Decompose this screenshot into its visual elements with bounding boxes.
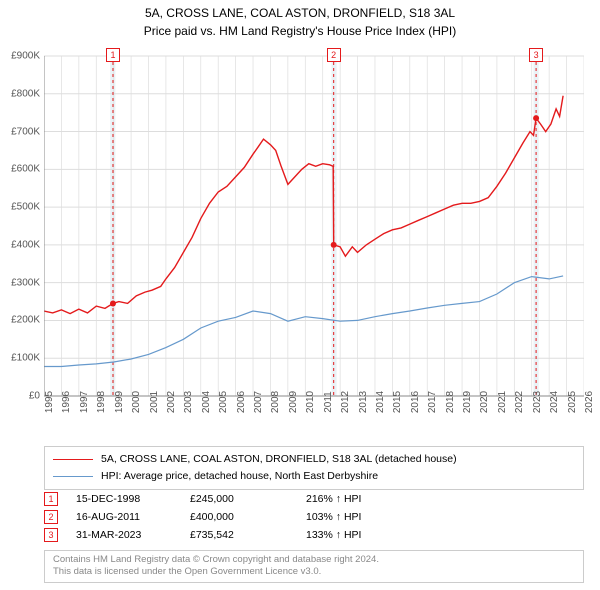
x-axis-label: 2009	[288, 391, 299, 413]
x-axis-label: 2023	[532, 391, 543, 413]
x-axis-label: 2005	[218, 391, 229, 413]
x-axis-label: 2017	[427, 391, 438, 413]
y-axis-label: £300K	[11, 277, 44, 288]
x-axis-label: 2008	[270, 391, 281, 413]
chart-title: 5A, CROSS LANE, COAL ASTON, DRONFIELD, S…	[0, 0, 600, 22]
x-axis-label: 2016	[410, 391, 421, 413]
x-axis-label: 2010	[305, 391, 316, 413]
y-axis-label: £0	[29, 391, 44, 402]
x-axis-label: 2026	[584, 391, 595, 413]
x-axis-label: 2025	[567, 391, 578, 413]
x-axis-label: 2014	[375, 391, 386, 413]
footer-line-2: This data is licensed under the Open Gov…	[53, 566, 575, 578]
chart-area: £0£100K£200K£300K£400K£500K£600K£700K£80…	[44, 46, 584, 426]
x-axis-label: 2024	[549, 391, 560, 413]
y-axis-label: £400K	[11, 239, 44, 250]
y-axis-label: £800K	[11, 88, 44, 99]
legend-swatch	[53, 459, 93, 460]
legend-box: 5A, CROSS LANE, COAL ASTON, DRONFIELD, S…	[44, 446, 584, 490]
legend-item: HPI: Average price, detached house, Nort…	[53, 468, 575, 485]
x-axis-label: 1996	[61, 391, 72, 413]
chart-subtitle: Price paid vs. HM Land Registry's House …	[0, 22, 600, 38]
annotation-marker: 2	[44, 510, 58, 524]
x-axis-label: 2018	[445, 391, 456, 413]
annotation-price: £400,000	[190, 511, 300, 523]
x-axis-label: 2004	[201, 391, 212, 413]
annotation-pct: 103% ↑ HPI	[306, 511, 426, 523]
y-axis-label: £600K	[11, 164, 44, 175]
annotation-marker: 3	[44, 528, 58, 542]
x-axis-label: 2021	[497, 391, 508, 413]
x-axis-label: 1999	[114, 391, 125, 413]
x-axis-label: 2003	[183, 391, 194, 413]
legend-label: HPI: Average price, detached house, Nort…	[101, 468, 378, 485]
chart-marker-3: 3	[529, 48, 543, 62]
x-axis-label: 2002	[166, 391, 177, 413]
x-axis-label: 2015	[392, 391, 403, 413]
footer-line-1: Contains HM Land Registry data © Crown c…	[53, 554, 575, 566]
line-chart	[44, 46, 584, 426]
y-axis-label: £700K	[11, 126, 44, 137]
annotation-price: £735,542	[190, 529, 300, 541]
x-axis-label: 1997	[79, 391, 90, 413]
chart-marker-2: 2	[327, 48, 341, 62]
annotation-row: 3 31-MAR-2023 £735,542 133% ↑ HPI	[44, 526, 584, 544]
x-axis-label: 1995	[44, 391, 55, 413]
annotation-marker: 1	[44, 492, 58, 506]
footer-attribution: Contains HM Land Registry data © Crown c…	[44, 550, 584, 583]
legend-item: 5A, CROSS LANE, COAL ASTON, DRONFIELD, S…	[53, 451, 575, 468]
x-axis-label: 2001	[149, 391, 160, 413]
x-axis-label: 2022	[514, 391, 525, 413]
chart-marker-1: 1	[106, 48, 120, 62]
annotation-date: 16-AUG-2011	[64, 511, 184, 523]
x-axis-label: 1998	[96, 391, 107, 413]
annotation-date: 31-MAR-2023	[64, 529, 184, 541]
legend-label: 5A, CROSS LANE, COAL ASTON, DRONFIELD, S…	[101, 451, 457, 468]
annotation-row: 2 16-AUG-2011 £400,000 103% ↑ HPI	[44, 508, 584, 526]
x-axis-label: 2019	[462, 391, 473, 413]
x-axis-label: 2007	[253, 391, 264, 413]
annotation-date: 15-DEC-1998	[64, 493, 184, 505]
x-axis-label: 2020	[479, 391, 490, 413]
annotation-table: 1 15-DEC-1998 £245,000 216% ↑ HPI 2 16-AUG-20…	[44, 490, 584, 544]
x-axis-label: 2012	[340, 391, 351, 413]
y-axis-label: £500K	[11, 202, 44, 213]
y-axis-label: £200K	[11, 315, 44, 326]
legend-swatch	[53, 476, 93, 477]
annotation-pct: 133% ↑ HPI	[306, 529, 426, 541]
x-axis-label: 2011	[323, 391, 334, 413]
y-axis-label: £900K	[11, 51, 44, 62]
x-axis-label: 2006	[236, 391, 247, 413]
y-axis-label: £100K	[11, 353, 44, 364]
x-axis-label: 2000	[131, 391, 142, 413]
annotation-price: £245,000	[190, 493, 300, 505]
x-axis-label: 2013	[358, 391, 369, 413]
annotation-row: 1 15-DEC-1998 £245,000 216% ↑ HPI	[44, 490, 584, 508]
annotation-pct: 216% ↑ HPI	[306, 493, 426, 505]
